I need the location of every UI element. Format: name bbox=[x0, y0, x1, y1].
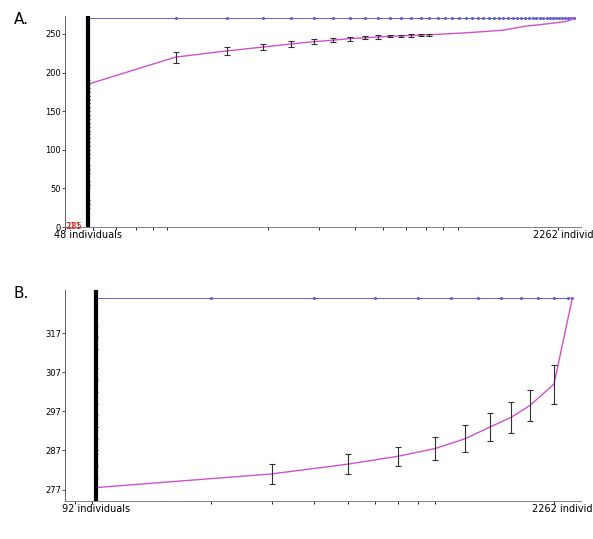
Point bbox=[84, 110, 93, 119]
Text: 185: 185 bbox=[66, 222, 82, 231]
Point bbox=[84, 180, 93, 189]
Point bbox=[84, 95, 93, 104]
Point bbox=[84, 103, 93, 112]
Point bbox=[84, 165, 93, 174]
Point bbox=[91, 333, 100, 342]
Point bbox=[84, 119, 93, 127]
Point bbox=[84, 199, 93, 208]
Point bbox=[84, 87, 93, 96]
Point bbox=[84, 80, 93, 88]
Point bbox=[91, 462, 100, 471]
Text: 271: 271 bbox=[66, 222, 82, 231]
Point bbox=[91, 434, 100, 443]
Point bbox=[84, 142, 93, 150]
Point bbox=[84, 134, 93, 142]
Point bbox=[84, 126, 93, 135]
Point bbox=[84, 149, 93, 158]
Text: A.: A. bbox=[14, 12, 28, 27]
Point bbox=[91, 411, 100, 420]
Point bbox=[91, 376, 100, 384]
Text: B.: B. bbox=[14, 286, 29, 301]
